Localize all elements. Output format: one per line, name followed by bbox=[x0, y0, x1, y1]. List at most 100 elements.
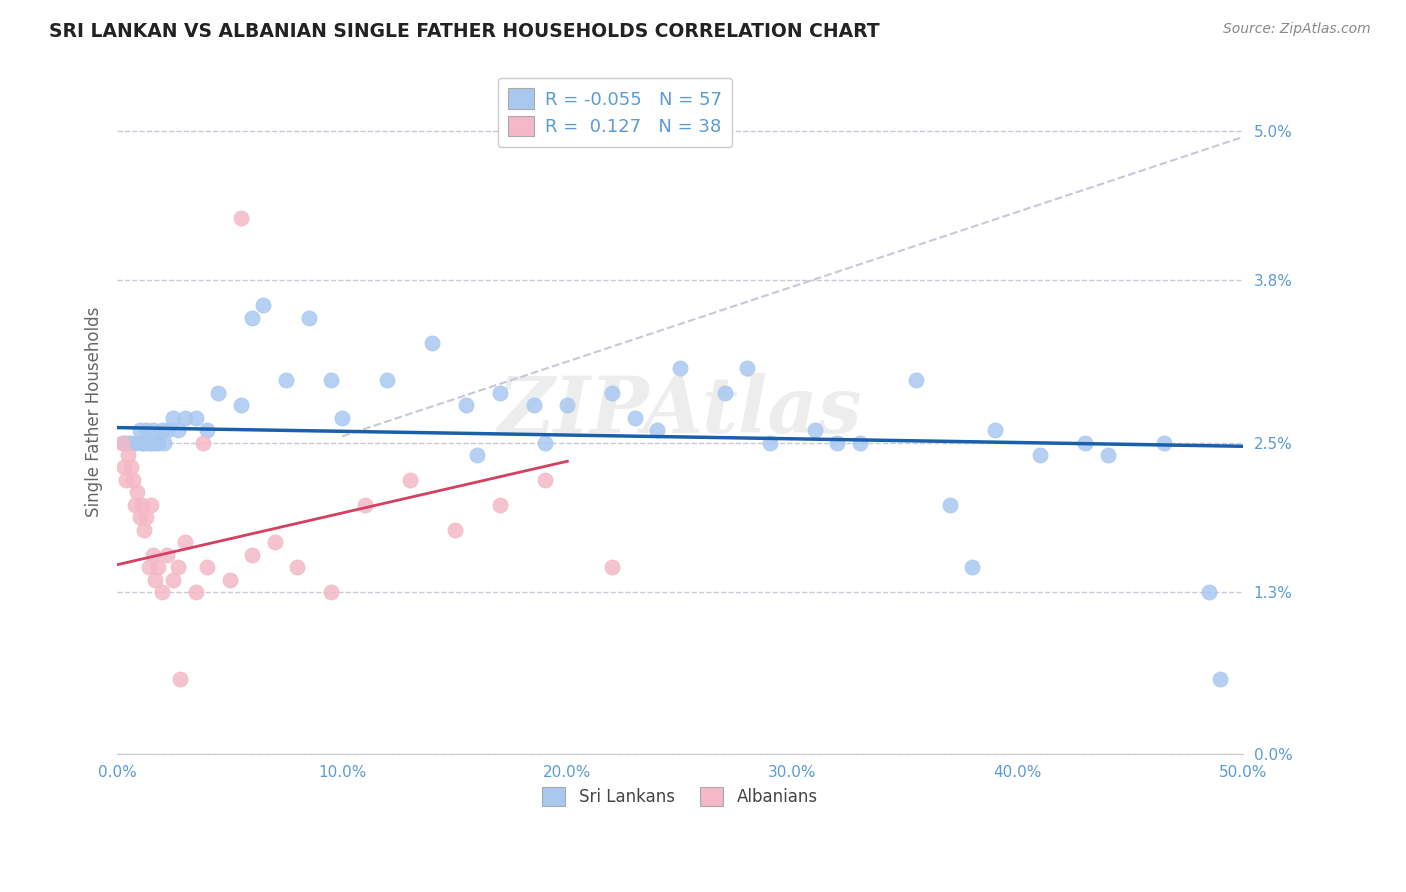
Point bbox=[229, 398, 252, 412]
Text: SRI LANKAN VS ALBANIAN SINGLE FATHER HOUSEHOLDS CORRELATION CHART: SRI LANKAN VS ALBANIAN SINGLE FATHER HOU… bbox=[49, 22, 880, 41]
Point bbox=[523, 398, 546, 412]
Point bbox=[353, 498, 375, 512]
Point bbox=[375, 373, 398, 387]
Point bbox=[153, 435, 176, 450]
Point bbox=[156, 423, 179, 437]
Point bbox=[714, 385, 737, 400]
Point bbox=[146, 560, 169, 574]
Point bbox=[134, 523, 156, 537]
Point bbox=[488, 498, 510, 512]
Point bbox=[827, 435, 849, 450]
Point bbox=[274, 373, 297, 387]
Point bbox=[173, 535, 195, 549]
Point bbox=[1074, 435, 1097, 450]
Point bbox=[1153, 435, 1175, 450]
Point bbox=[252, 298, 274, 312]
Point bbox=[647, 423, 669, 437]
Point bbox=[111, 435, 134, 450]
Point bbox=[139, 435, 162, 450]
Point bbox=[162, 410, 184, 425]
Point bbox=[150, 585, 173, 599]
Point bbox=[184, 585, 207, 599]
Point bbox=[135, 510, 157, 524]
Point bbox=[207, 385, 229, 400]
Point bbox=[167, 423, 190, 437]
Point bbox=[297, 310, 319, 325]
Point bbox=[146, 435, 169, 450]
Point bbox=[131, 498, 153, 512]
Point bbox=[184, 410, 207, 425]
Point bbox=[139, 498, 162, 512]
Point bbox=[124, 435, 146, 450]
Point bbox=[156, 548, 179, 562]
Point bbox=[1209, 673, 1232, 687]
Point bbox=[131, 435, 153, 450]
Point bbox=[142, 423, 165, 437]
Text: Source: ZipAtlas.com: Source: ZipAtlas.com bbox=[1223, 22, 1371, 37]
Point bbox=[173, 410, 195, 425]
Point bbox=[120, 460, 142, 475]
Point bbox=[138, 435, 160, 450]
Point bbox=[1198, 585, 1220, 599]
Point bbox=[602, 385, 624, 400]
Point bbox=[737, 360, 759, 375]
Point bbox=[117, 448, 139, 462]
Point bbox=[112, 460, 135, 475]
Point bbox=[122, 473, 145, 487]
Point bbox=[602, 560, 624, 574]
Point bbox=[319, 585, 342, 599]
Point bbox=[128, 423, 150, 437]
Point bbox=[285, 560, 308, 574]
Point bbox=[454, 398, 477, 412]
Point bbox=[849, 435, 872, 450]
Point bbox=[759, 435, 782, 450]
Point bbox=[112, 435, 135, 450]
Point bbox=[319, 373, 342, 387]
Point bbox=[229, 211, 252, 226]
Point bbox=[169, 673, 191, 687]
Point bbox=[939, 498, 962, 512]
Point bbox=[1029, 448, 1052, 462]
Legend: Sri Lankans, Albanians: Sri Lankans, Albanians bbox=[534, 779, 825, 814]
Point bbox=[127, 485, 149, 500]
Point bbox=[115, 473, 138, 487]
Point bbox=[120, 435, 142, 450]
Point bbox=[142, 548, 165, 562]
Point bbox=[145, 435, 167, 450]
Point bbox=[195, 560, 218, 574]
Point bbox=[534, 473, 557, 487]
Point bbox=[145, 573, 167, 587]
Point bbox=[124, 498, 146, 512]
Point bbox=[624, 410, 647, 425]
Point bbox=[195, 423, 218, 437]
Point bbox=[240, 548, 263, 562]
Point bbox=[330, 410, 353, 425]
Point bbox=[1097, 448, 1119, 462]
Point bbox=[420, 335, 443, 350]
Point bbox=[984, 423, 1007, 437]
Point bbox=[167, 560, 190, 574]
Point bbox=[150, 423, 173, 437]
Point bbox=[534, 435, 557, 450]
Point bbox=[138, 560, 160, 574]
Point bbox=[128, 510, 150, 524]
Point bbox=[962, 560, 984, 574]
Point bbox=[263, 535, 285, 549]
Point bbox=[488, 385, 510, 400]
Point bbox=[398, 473, 420, 487]
Point bbox=[240, 310, 263, 325]
Point bbox=[134, 435, 156, 450]
Point bbox=[465, 448, 488, 462]
Point bbox=[162, 573, 184, 587]
Point bbox=[669, 360, 692, 375]
Text: ZIPAtlas: ZIPAtlas bbox=[498, 373, 862, 450]
Point bbox=[191, 435, 214, 450]
Point bbox=[117, 435, 139, 450]
Point bbox=[804, 423, 827, 437]
Point bbox=[905, 373, 928, 387]
Point bbox=[557, 398, 579, 412]
Point bbox=[443, 523, 465, 537]
Y-axis label: Single Father Households: Single Father Households bbox=[86, 306, 103, 516]
Point bbox=[135, 423, 157, 437]
Point bbox=[218, 573, 240, 587]
